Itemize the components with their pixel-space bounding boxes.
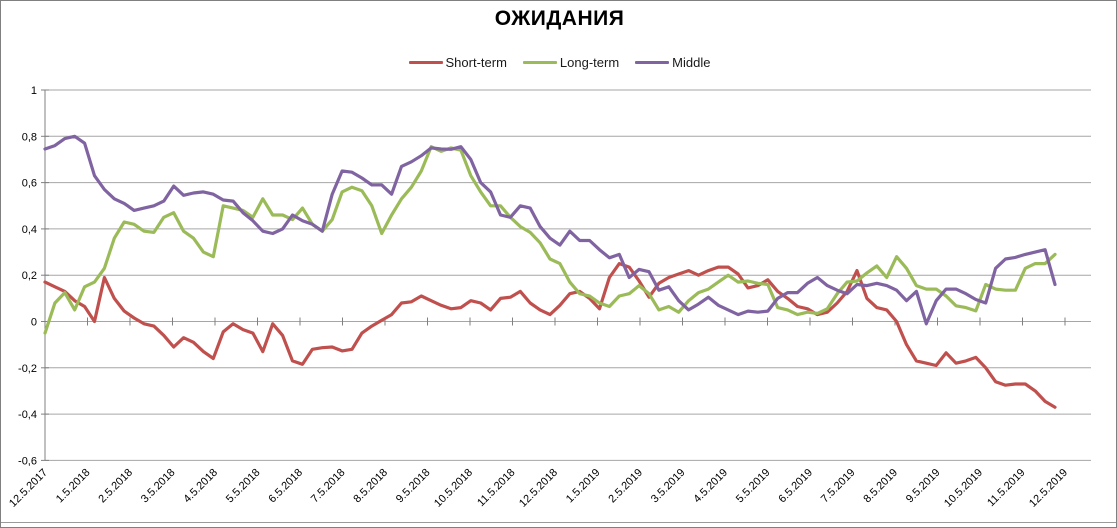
x-axis-label: 4.5.2018 [181, 467, 220, 506]
chart-title: ОЖИДАНИЯ [494, 7, 625, 30]
x-axis-label: 1.5.2018 [54, 467, 93, 506]
x-axis-label: 3.5.2019 [649, 467, 688, 506]
legend: Short-term Long-term Middle [1, 53, 1116, 71]
y-axis-label: -0,4 [18, 409, 37, 421]
x-axis-label: 11.5.2019 [985, 467, 1028, 510]
legend-item-middle: Middle [635, 55, 710, 70]
series-middle-line [43, 134, 1057, 326]
y-axis-label: -0,2 [18, 363, 37, 375]
x-axis-label: 2.5.2018 [96, 467, 135, 506]
legend-label-middle: Middle [672, 54, 711, 70]
y-axis-label: 0,6 [22, 178, 37, 190]
middle-line-swatch [635, 60, 670, 64]
x-axis-label: 3.5.2018 [139, 467, 178, 506]
x-axis-label: 2.5.2019 [606, 467, 645, 506]
y-axis-label: 0,2 [22, 270, 37, 282]
series-long-term-line [43, 145, 1057, 335]
x-axis-label: 12.5.2018 [517, 467, 560, 510]
y-axis-label: 0 [31, 317, 37, 329]
x-axis-label: 1.5.2019 [564, 467, 603, 506]
x-axis-label: 8.5.2019 [861, 467, 900, 506]
x-axis-label: 9.5.2018 [394, 467, 433, 506]
legend-item-short-term: Short-term [408, 54, 507, 70]
legend-item-long-term: Long-term [522, 54, 620, 70]
y-axis-label: 1 [31, 85, 37, 97]
legend-label-short-term: Short-term [445, 54, 507, 70]
x-axis-label: 9.5.2019 [904, 467, 943, 506]
long-term-line-swatch [522, 60, 557, 64]
x-axis-label: 6.5.2018 [266, 467, 305, 506]
x-axis-label: 12.5.2019 [1027, 467, 1070, 510]
series-short-term-line [43, 262, 1057, 409]
legend-label-long-term: Long-term [559, 54, 620, 70]
x-axis-label: 5.5.2019 [734, 467, 773, 506]
y-axis-label: -0,6 [18, 455, 37, 467]
short-term-line-swatch [408, 60, 443, 64]
y-axis-label: 0,8 [22, 131, 37, 143]
x-axis-label: 11.5.2018 [475, 467, 518, 510]
x-axis-label: 10.5.2018 [432, 467, 475, 510]
x-axis-label: 4.5.2019 [691, 467, 730, 506]
x-axis-label: 7.5.2019 [819, 467, 858, 506]
x-axis-label: 6.5.2019 [776, 467, 815, 506]
x-axis-label: 7.5.2018 [309, 467, 348, 506]
y-axis-label: 0,4 [22, 224, 37, 236]
window-bottom-edge [1, 522, 1116, 523]
x-axis-label: 5.5.2018 [224, 467, 263, 506]
x-axis-label: 8.5.2018 [351, 467, 390, 506]
x-axis-label: 10.5.2019 [942, 467, 985, 510]
x-axis-label: 12.5.2017 [7, 467, 50, 510]
